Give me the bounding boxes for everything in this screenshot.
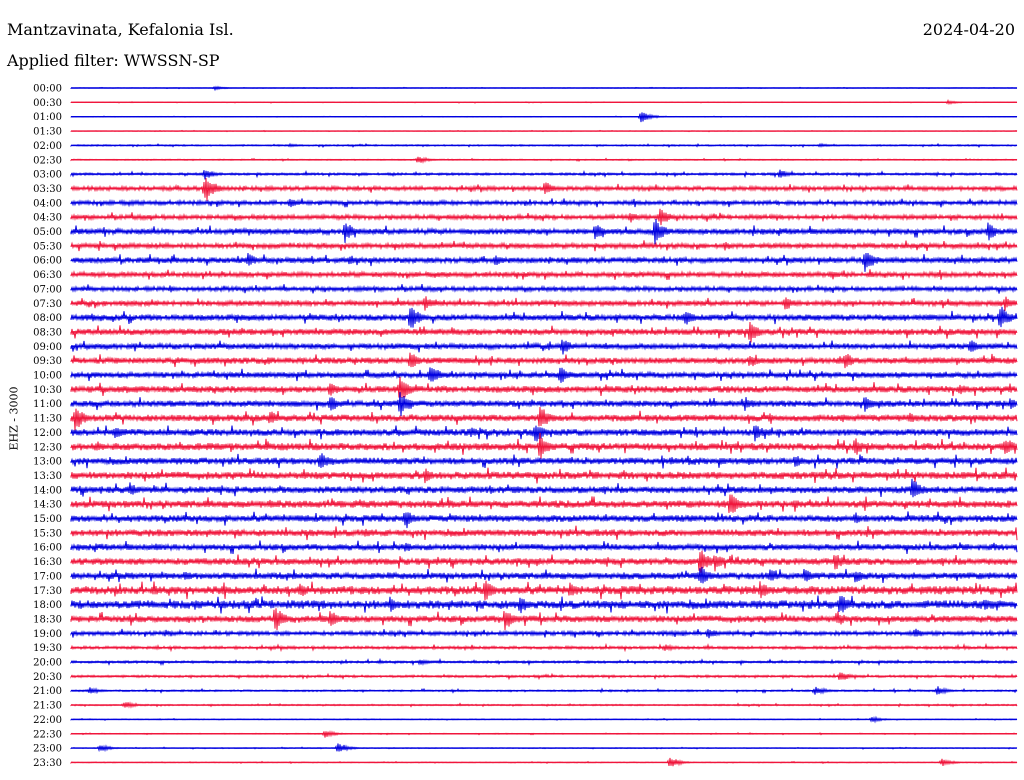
trace-line bbox=[70, 177, 1018, 201]
time-tick-label: 08:00 bbox=[33, 313, 62, 324]
time-tick-label: 22:00 bbox=[33, 715, 62, 726]
station-title: Mantzavinata, Kefalonia Isl. bbox=[7, 20, 234, 39]
plot-date: 2024-04-20 bbox=[922, 20, 1015, 39]
time-tick-label: 23:00 bbox=[33, 744, 62, 755]
time-tick-label: 00:30 bbox=[33, 98, 62, 109]
time-tick-label: 06:00 bbox=[33, 256, 62, 267]
time-tick-label: 11:30 bbox=[33, 414, 62, 425]
trace-line bbox=[70, 339, 1018, 355]
filter-label: Applied filter: WWSSN-SP bbox=[7, 51, 220, 70]
trace-line bbox=[70, 432, 1018, 459]
time-tick-label: 06:30 bbox=[33, 270, 62, 281]
time-tick-label: 16:00 bbox=[33, 543, 62, 554]
time-tick-label: 18:00 bbox=[33, 600, 62, 611]
trace-line bbox=[70, 425, 1018, 442]
time-tick-label: 08:30 bbox=[33, 327, 62, 338]
time-tick-label: 16:30 bbox=[33, 557, 62, 568]
time-tick-label: 12:30 bbox=[33, 442, 62, 453]
time-tick-label: 05:00 bbox=[33, 227, 62, 238]
time-tick-label: 11:00 bbox=[33, 399, 62, 410]
trace-line bbox=[70, 478, 1018, 498]
time-tick-label: 20:00 bbox=[33, 658, 62, 669]
trace-line bbox=[70, 376, 1018, 398]
time-tick-label: 07:30 bbox=[33, 299, 62, 310]
time-tick-label: 09:30 bbox=[33, 356, 62, 367]
time-tick-label: 19:30 bbox=[33, 643, 62, 654]
time-tick-label: 12:00 bbox=[33, 428, 62, 439]
trace-line bbox=[70, 511, 1018, 529]
time-tick-label: 17:30 bbox=[33, 586, 62, 597]
time-tick-label: 10:00 bbox=[33, 371, 62, 382]
trace-line bbox=[70, 467, 1018, 484]
time-tick-label: 17:00 bbox=[33, 571, 62, 582]
time-tick-label: 01:00 bbox=[33, 112, 62, 123]
time-tick-label: 05:30 bbox=[33, 241, 62, 252]
time-tick-label: 03:00 bbox=[33, 170, 62, 181]
time-tick-label: 15:00 bbox=[33, 514, 62, 525]
time-tick-label: 20:30 bbox=[33, 672, 62, 683]
time-tick-label: 19:00 bbox=[33, 629, 62, 640]
trace-line bbox=[70, 252, 1018, 272]
time-tick-label: 02:30 bbox=[33, 155, 62, 166]
time-tick-label: 02:00 bbox=[33, 141, 62, 152]
time-tick-label: 01:30 bbox=[33, 127, 62, 138]
time-tick-label: 04:00 bbox=[33, 198, 62, 209]
time-tick-label: 00:00 bbox=[33, 84, 62, 95]
time-tick-label: 14:30 bbox=[33, 500, 62, 511]
time-tick-label: 09:00 bbox=[33, 342, 62, 353]
time-tick-label: 04:30 bbox=[33, 213, 62, 224]
time-tick-label: 07:00 bbox=[33, 284, 62, 295]
time-tick-label: 14:00 bbox=[33, 485, 62, 496]
time-tick-label: 13:00 bbox=[33, 457, 62, 468]
time-tick-label: 21:00 bbox=[33, 686, 62, 697]
time-tick-label: 23:30 bbox=[33, 758, 62, 769]
time-tick-label: 10:30 bbox=[33, 385, 62, 396]
time-tick-label: 22:30 bbox=[33, 729, 62, 740]
time-tick-label: 13:30 bbox=[33, 471, 62, 482]
trace-line bbox=[70, 352, 1018, 369]
time-tick-label: 03:30 bbox=[33, 184, 62, 195]
trace-line bbox=[70, 406, 1018, 431]
trace-line bbox=[70, 566, 1018, 584]
time-tick-label: 18:30 bbox=[33, 614, 62, 625]
time-tick-label: 21:30 bbox=[33, 701, 62, 712]
time-tick-label: 15:30 bbox=[33, 528, 62, 539]
